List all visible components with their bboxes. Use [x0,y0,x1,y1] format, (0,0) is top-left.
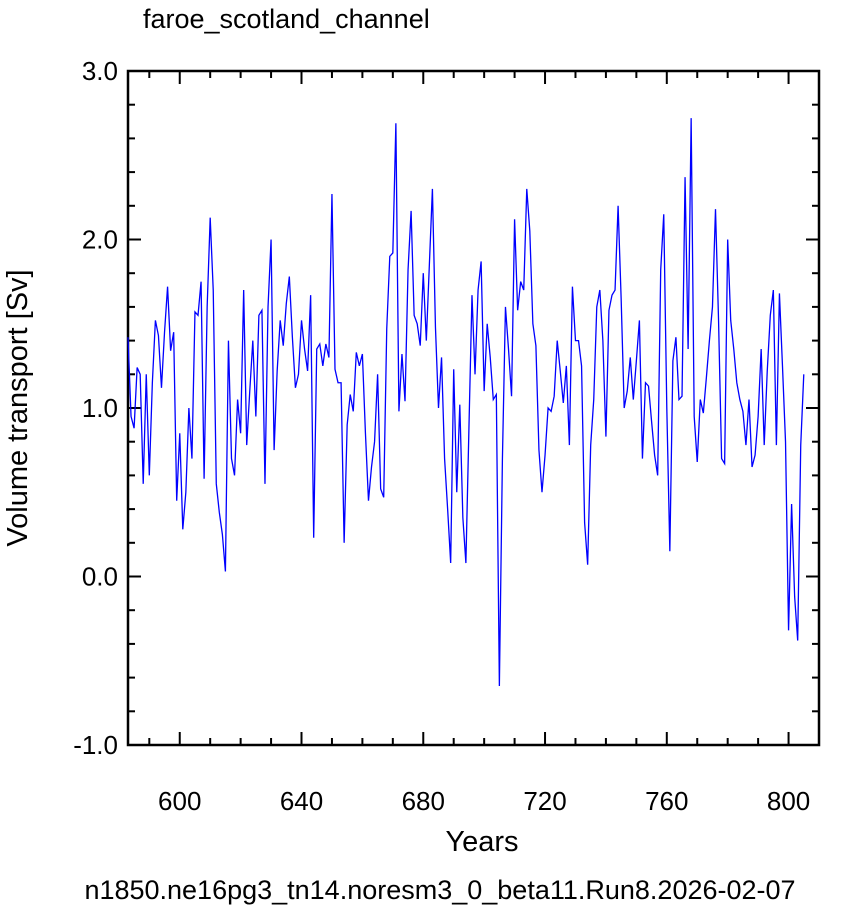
y-axis-ticks [128,70,819,746]
x-tick-label: 720 [523,786,566,816]
y-tick-label: -1.0 [73,730,118,760]
x-tick-label: 760 [645,786,688,816]
x-tick-label: 640 [280,786,323,816]
y-tick-label: 0.0 [82,562,118,592]
plot-frame [126,69,821,747]
y-tick-label: 1.0 [82,393,118,423]
y-axis-tick-labels: -1.0 0.0 1.0 2.0 3.0 [73,56,118,760]
y-tick-label: 2.0 [82,225,118,255]
x-axis-label: Years [445,826,518,858]
series-line [127,118,805,687]
chart-title: faroe_scotland_channel [143,4,430,34]
x-tick-label: 680 [402,786,445,816]
footer-run-id: n1850.ne16pg3_tn14.noresm3_0_beta11.Run8… [84,875,795,905]
x-tick-label: 800 [767,786,810,816]
x-axis-ticks [148,71,820,745]
x-tick-label: 600 [158,786,201,816]
x-axis-tick-labels: 600 640 680 720 760 800 [158,786,810,816]
y-axis-label: Volume transport [Sv] [2,269,34,546]
y-tick-label: 3.0 [82,56,118,86]
